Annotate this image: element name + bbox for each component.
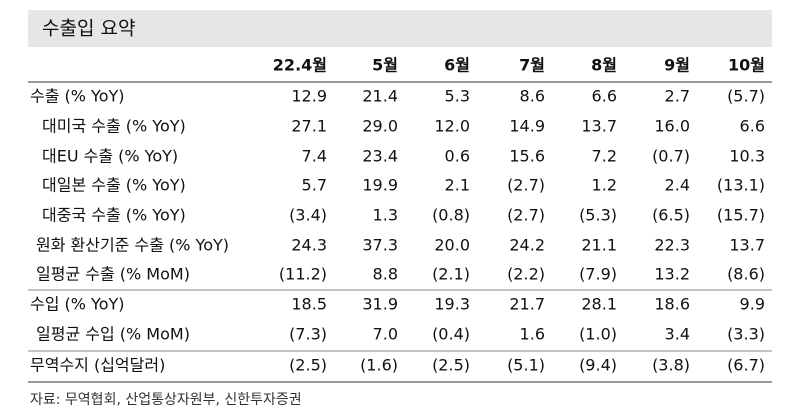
cell-value: 18.5 bbox=[291, 295, 327, 314]
cell-value: 23.4 bbox=[362, 147, 398, 166]
cell-value: (7.3) bbox=[289, 325, 327, 344]
source-note: 자료: 무역협회, 산업통상자원부, 신한투자증권 bbox=[30, 392, 302, 408]
cell-value: 1.3 bbox=[373, 206, 398, 225]
cell-value: (2.2) bbox=[507, 265, 545, 284]
cell-value: (2.7) bbox=[507, 176, 545, 195]
cell-value: (3.4) bbox=[289, 206, 327, 225]
cell-value: 18.6 bbox=[654, 295, 690, 314]
table-title: 수출입 요약 bbox=[42, 18, 135, 40]
cell-value: (13.1) bbox=[717, 176, 765, 195]
cell-value: (2.7) bbox=[507, 206, 545, 225]
cell-value: (2.1) bbox=[432, 265, 470, 284]
cell-value: (6.7) bbox=[727, 356, 765, 375]
cell-value: 6.6 bbox=[592, 87, 617, 106]
cell-value: 13.7 bbox=[729, 236, 765, 255]
cell-value: 7.4 bbox=[302, 147, 327, 166]
cell-value: (5.7) bbox=[727, 87, 765, 106]
cell-value: (15.7) bbox=[717, 206, 765, 225]
cell-value: (2.5) bbox=[432, 356, 470, 375]
cell-value: 0.6 bbox=[445, 147, 470, 166]
cell-value: 1.2 bbox=[592, 176, 617, 195]
column-header: 10월 bbox=[728, 56, 765, 75]
cell-value: (0.7) bbox=[652, 147, 690, 166]
cell-value: (11.2) bbox=[279, 265, 327, 284]
cell-value: 1.6 bbox=[520, 325, 545, 344]
cell-value: (3.8) bbox=[652, 356, 690, 375]
column-header: 22.4월 bbox=[273, 56, 327, 75]
cell-value: 21.4 bbox=[362, 87, 398, 106]
cell-value: 12.9 bbox=[291, 87, 327, 106]
cell-value: (2.5) bbox=[289, 356, 327, 375]
cell-value: 24.3 bbox=[291, 236, 327, 255]
cell-value: (8.6) bbox=[727, 265, 765, 284]
cell-value: 7.2 bbox=[592, 147, 617, 166]
cell-value: 5.3 bbox=[445, 87, 470, 106]
column-header: 8월 bbox=[591, 56, 617, 75]
cell-value: 22.3 bbox=[654, 236, 690, 255]
row-label: 대일본 수출 (% YoY) bbox=[42, 176, 186, 195]
cell-value: (0.4) bbox=[432, 325, 470, 344]
cell-value: 2.1 bbox=[445, 176, 470, 195]
cell-value: 7.0 bbox=[373, 325, 398, 344]
title-bar bbox=[28, 10, 772, 47]
cell-value: 14.9 bbox=[509, 117, 545, 136]
cell-value: 21.7 bbox=[509, 295, 545, 314]
cell-value: 10.3 bbox=[729, 147, 765, 166]
cell-value: 13.7 bbox=[581, 117, 617, 136]
cell-value: (3.3) bbox=[727, 325, 765, 344]
cell-value: 15.6 bbox=[509, 147, 545, 166]
cell-value: 3.4 bbox=[665, 325, 690, 344]
row-label: 대미국 수출 (% YoY) bbox=[42, 117, 186, 136]
cell-value: 27.1 bbox=[291, 117, 327, 136]
row-label: 수출 (% YoY) bbox=[30, 87, 125, 106]
column-header: 7월 bbox=[519, 56, 545, 75]
cell-value: 13.2 bbox=[654, 265, 690, 284]
cell-value: 19.3 bbox=[434, 295, 470, 314]
cell-value: (7.9) bbox=[579, 265, 617, 284]
row-label: 대중국 수출 (% YoY) bbox=[42, 206, 186, 225]
row-label: 무역수지 (십억달러) bbox=[30, 356, 165, 375]
cell-value: (9.4) bbox=[579, 356, 617, 375]
cell-value: 21.1 bbox=[581, 236, 617, 255]
cell-value: 20.0 bbox=[434, 236, 470, 255]
cell-value: 6.6 bbox=[740, 117, 765, 136]
cell-value: 28.1 bbox=[581, 295, 617, 314]
cell-value: 31.9 bbox=[362, 295, 398, 314]
cell-value: 29.0 bbox=[362, 117, 398, 136]
cell-value: 2.4 bbox=[665, 176, 690, 195]
row-label: 일평균 수출 (% MoM) bbox=[36, 265, 190, 284]
cell-value: 8.6 bbox=[520, 87, 545, 106]
cell-value: (5.3) bbox=[579, 206, 617, 225]
cell-value: 37.3 bbox=[362, 236, 398, 255]
cell-value: (6.5) bbox=[652, 206, 690, 225]
column-header: 9월 bbox=[664, 56, 690, 75]
cell-value: (0.8) bbox=[432, 206, 470, 225]
cell-value: 9.9 bbox=[740, 295, 765, 314]
cell-value: (1.6) bbox=[360, 356, 398, 375]
cell-value: (5.1) bbox=[507, 356, 545, 375]
column-header: 5월 bbox=[372, 56, 398, 75]
cell-value: 5.7 bbox=[302, 176, 327, 195]
row-label: 수입 (% YoY) bbox=[30, 295, 125, 314]
cell-value: 16.0 bbox=[654, 117, 690, 136]
column-header: 6월 bbox=[444, 56, 470, 75]
row-label: 원화 환산기준 수출 (% YoY) bbox=[36, 236, 229, 255]
cell-value: (1.0) bbox=[579, 325, 617, 344]
cell-value: 8.8 bbox=[373, 265, 398, 284]
cell-value: 12.0 bbox=[434, 117, 470, 136]
row-label: 대EU 수출 (% YoY) bbox=[42, 147, 178, 166]
cell-value: 19.9 bbox=[362, 176, 398, 195]
cell-value: 24.2 bbox=[509, 236, 545, 255]
cell-value: 2.7 bbox=[665, 87, 690, 106]
row-label: 일평균 수입 (% MoM) bbox=[36, 325, 190, 344]
